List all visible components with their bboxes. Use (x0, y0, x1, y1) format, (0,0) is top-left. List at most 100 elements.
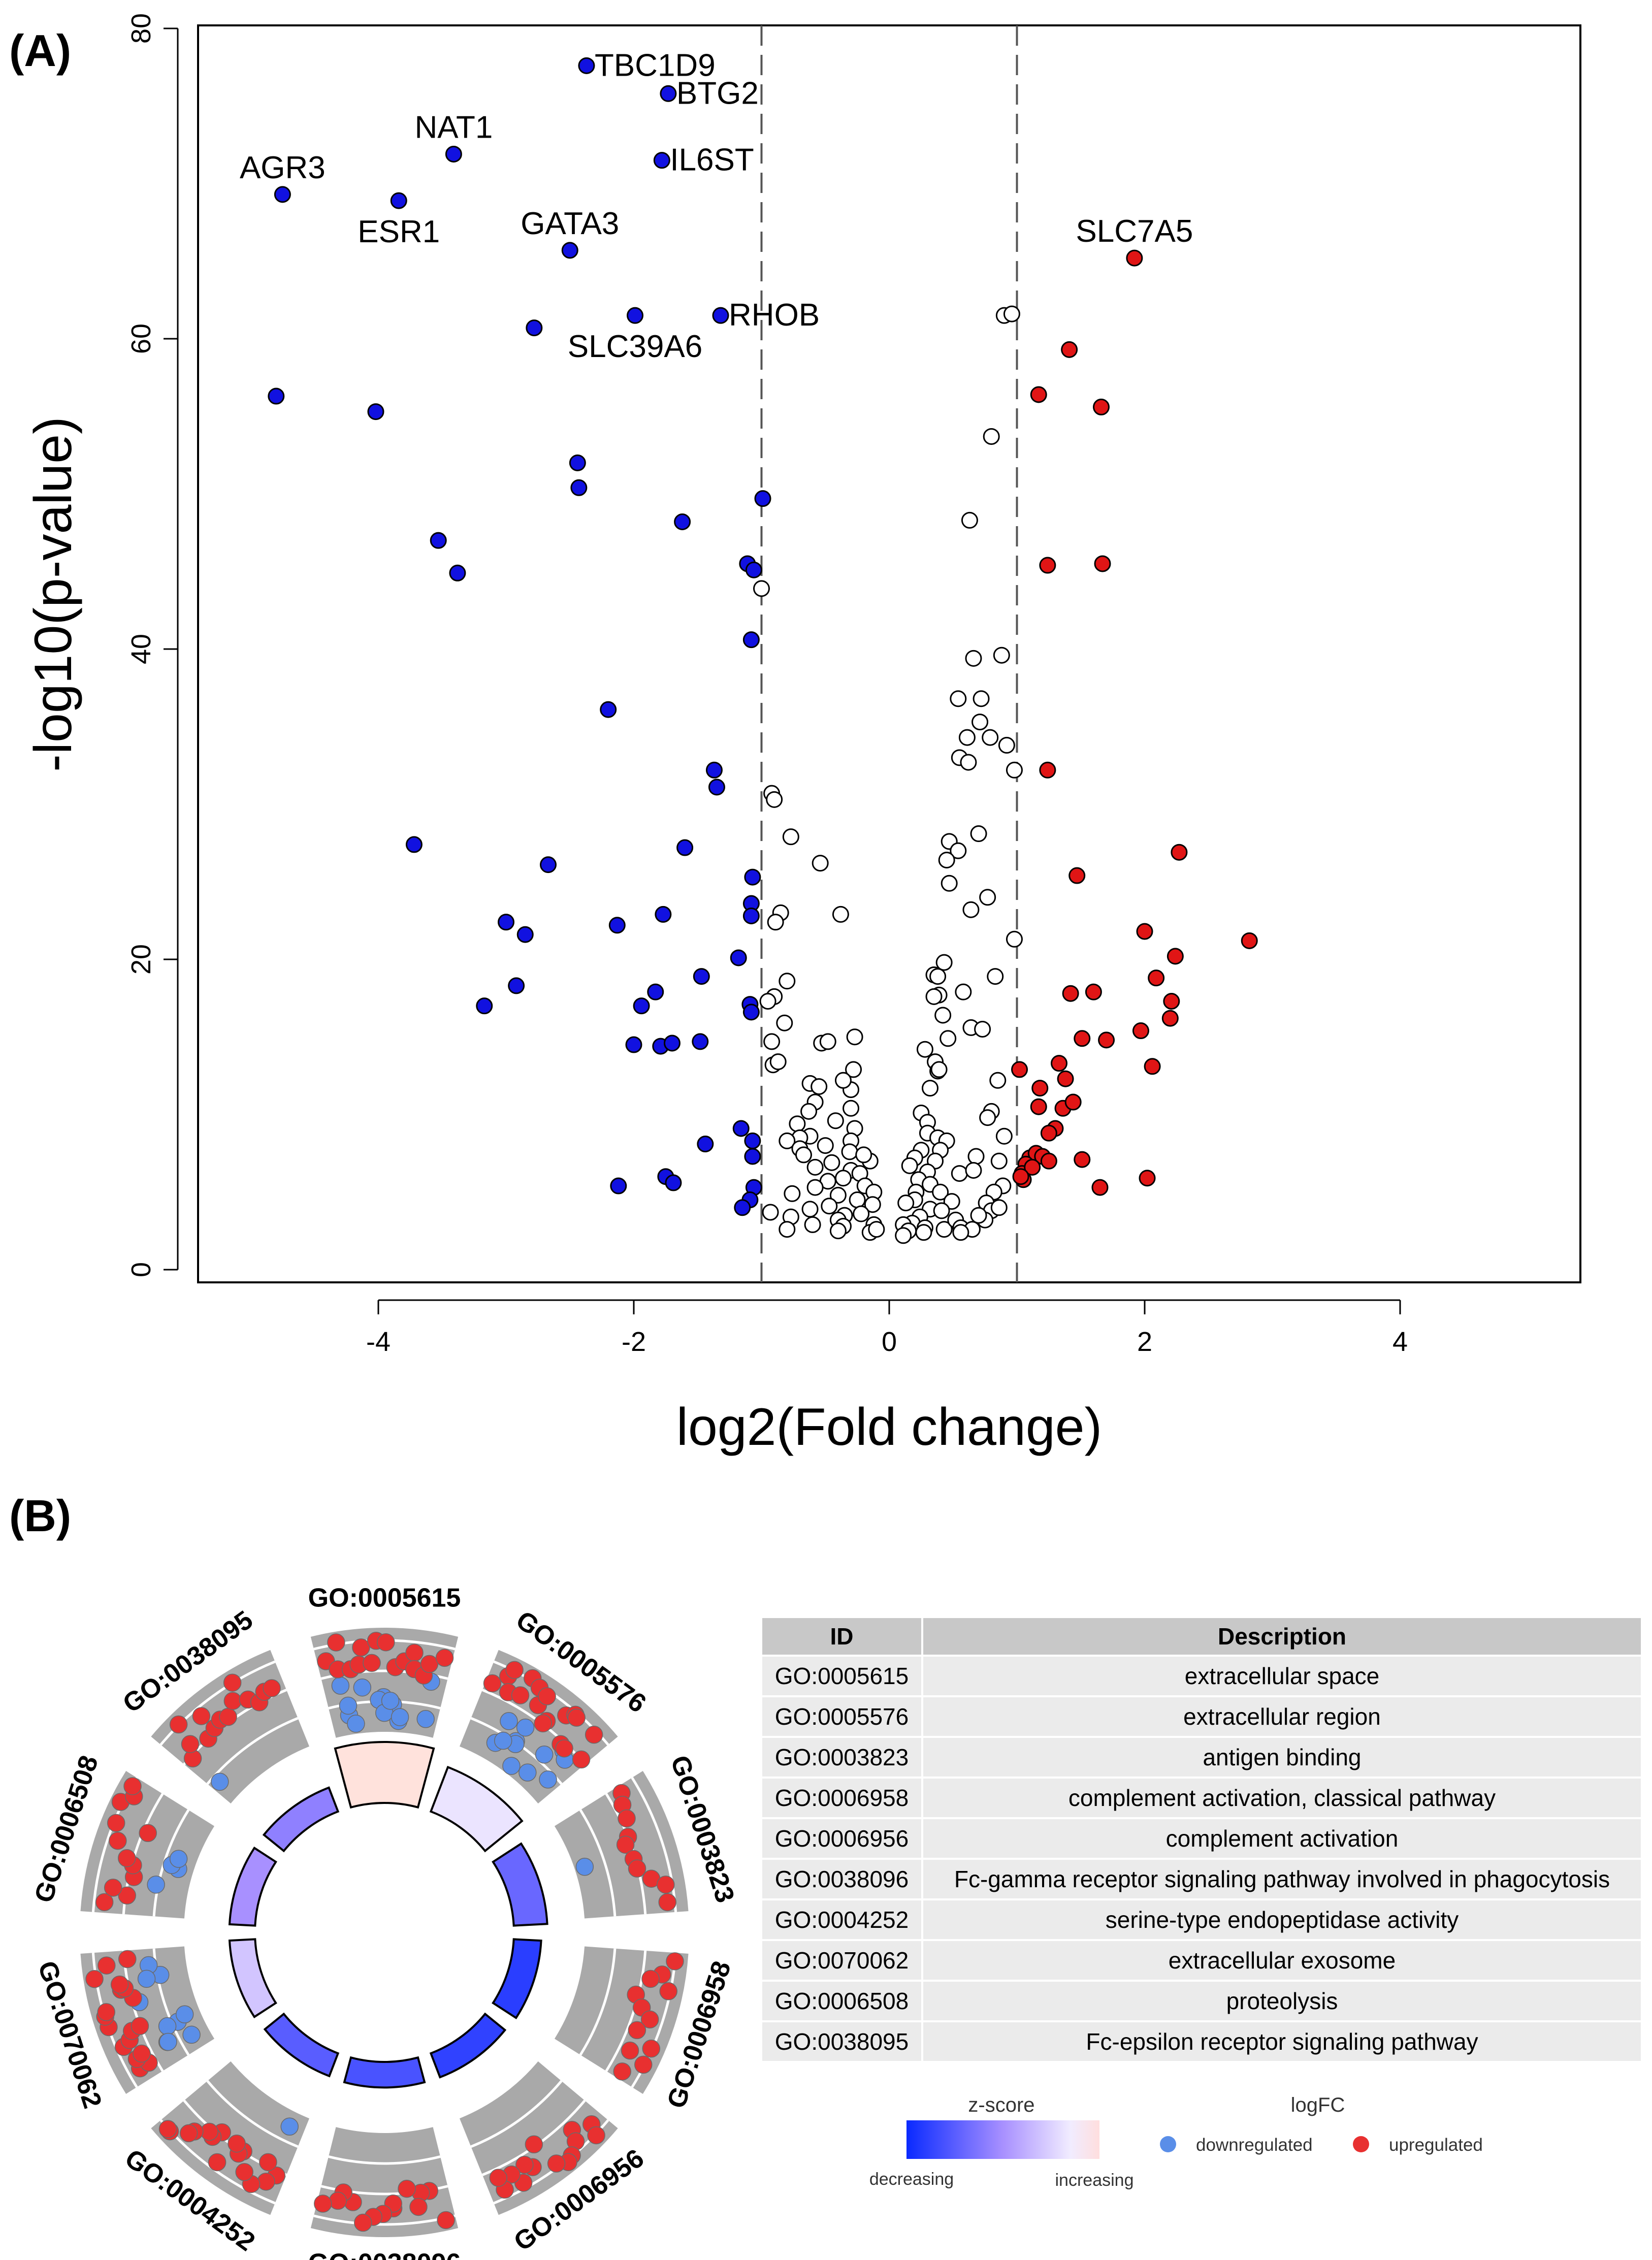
y-axis-title: -log10(p-value) (24, 416, 83, 771)
up-gene-point (363, 1654, 381, 1672)
zscore-bar (429, 1765, 524, 1853)
table-row: GO:0003823 antigen binding (762, 1738, 1641, 1777)
up-gene-point (628, 1859, 646, 1878)
up-point (1061, 341, 1078, 358)
ns-point (801, 1201, 819, 1218)
up-point (1148, 970, 1165, 987)
down-point (268, 388, 285, 405)
logfc-legend: logFC downregulated upregulated (1160, 2094, 1483, 2155)
gene-label: TBC1D9 (595, 48, 716, 83)
ns-point (845, 1061, 862, 1078)
up-gene-point (109, 1831, 127, 1850)
table-cell-id: GO:0004252 (762, 1900, 921, 1939)
ns-point (950, 690, 967, 707)
up-point (1167, 948, 1184, 965)
ns-point (782, 828, 799, 846)
up-point (1040, 1152, 1057, 1170)
up-point (1068, 867, 1086, 884)
down-point (697, 1136, 714, 1153)
ns-point (819, 1033, 836, 1050)
ns-point (915, 1224, 932, 1241)
x-tick-label: -4 (366, 1327, 391, 1357)
up-gene-point (420, 1655, 439, 1673)
ns-point (779, 1132, 796, 1149)
ns-point (940, 1030, 957, 1047)
ns-point (965, 1161, 982, 1179)
ns-point (941, 875, 958, 892)
ns-point (817, 1137, 834, 1154)
up-point (1062, 985, 1079, 1002)
down-point (625, 1036, 642, 1053)
down-point (578, 57, 595, 74)
ns-point (921, 1080, 938, 1097)
ns-point (834, 1072, 852, 1089)
ns-point (849, 1191, 866, 1209)
ns-point (812, 855, 829, 872)
up-point (1039, 557, 1056, 574)
down-point (569, 454, 586, 471)
ns-point (951, 1165, 968, 1182)
down-point (660, 85, 677, 102)
x-axis-title: log2(Fold change) (676, 1398, 1102, 1457)
table-header-row: ID Description (762, 1618, 1641, 1655)
ns-point (933, 1202, 950, 1219)
up-gene-point (208, 2153, 226, 2172)
up-gene-point (104, 1879, 122, 1897)
ns-point (1006, 930, 1023, 948)
table-row: GO:0005615 extracellular space (762, 1657, 1641, 1695)
ns-point (990, 1199, 1008, 1216)
ns-point (982, 729, 999, 746)
up-gene-point (525, 2135, 543, 2154)
up-gene-point (169, 1715, 188, 1734)
down-gene-point (353, 1678, 372, 1697)
y-axis: 0 20 40 60 80 (126, 13, 179, 1277)
ns-point (864, 1196, 881, 1213)
zscore-bar (343, 2056, 426, 2089)
down-point (430, 532, 447, 549)
down-point (708, 779, 725, 796)
down-point (445, 145, 462, 163)
up-gene-point (585, 1725, 603, 1744)
ns-point (987, 968, 1004, 985)
down-gene-point (339, 1696, 358, 1715)
ns-point (769, 1053, 787, 1071)
ns-point (1003, 305, 1020, 322)
zscore-bar (334, 1741, 435, 1809)
down-point (476, 997, 493, 1015)
up-gene-point (354, 2213, 372, 2232)
down-point (745, 561, 762, 578)
legend-down-label: downregulated (1196, 2135, 1313, 2155)
up-gene-point (98, 1956, 116, 1975)
ns-point (834, 1170, 852, 1187)
zscore-bar (262, 1786, 340, 1853)
up-point (1161, 1010, 1179, 1027)
x-tick-label: 0 (882, 1327, 897, 1357)
ns-point (929, 968, 947, 985)
table-cell-description: proteolysis (923, 1982, 1641, 2020)
ns-point (970, 825, 987, 843)
down-point (570, 479, 588, 496)
ns-point (930, 1061, 948, 1078)
go-category-label: GO:0038096 (308, 2249, 461, 2260)
up-gene-point (628, 2021, 646, 2040)
up-gene-point (634, 2055, 653, 2074)
up-gene-point (435, 1649, 454, 1667)
up-gene-point (223, 1673, 242, 1692)
up-point (1132, 1022, 1149, 1040)
table-cell-id: GO:0038096 (762, 1860, 921, 1898)
up-gene-point (110, 1975, 129, 1994)
up-point (1074, 1151, 1091, 1168)
down-gene-point (575, 1858, 594, 1876)
ns-point (784, 1185, 801, 1202)
gene-label: SLC39A6 (568, 329, 702, 364)
down-gene-point (539, 1770, 557, 1789)
x-tick-label: 4 (1392, 1327, 1408, 1357)
table-cell-id: GO:0006958 (762, 1779, 921, 1817)
table-cell-id: GO:0006508 (762, 1982, 921, 2020)
down-point (742, 1004, 760, 1021)
ns-point (762, 1204, 779, 1221)
down-gene-point (416, 1710, 435, 1728)
ring-gridline (631, 1777, 677, 1913)
ns-point (846, 1028, 863, 1046)
